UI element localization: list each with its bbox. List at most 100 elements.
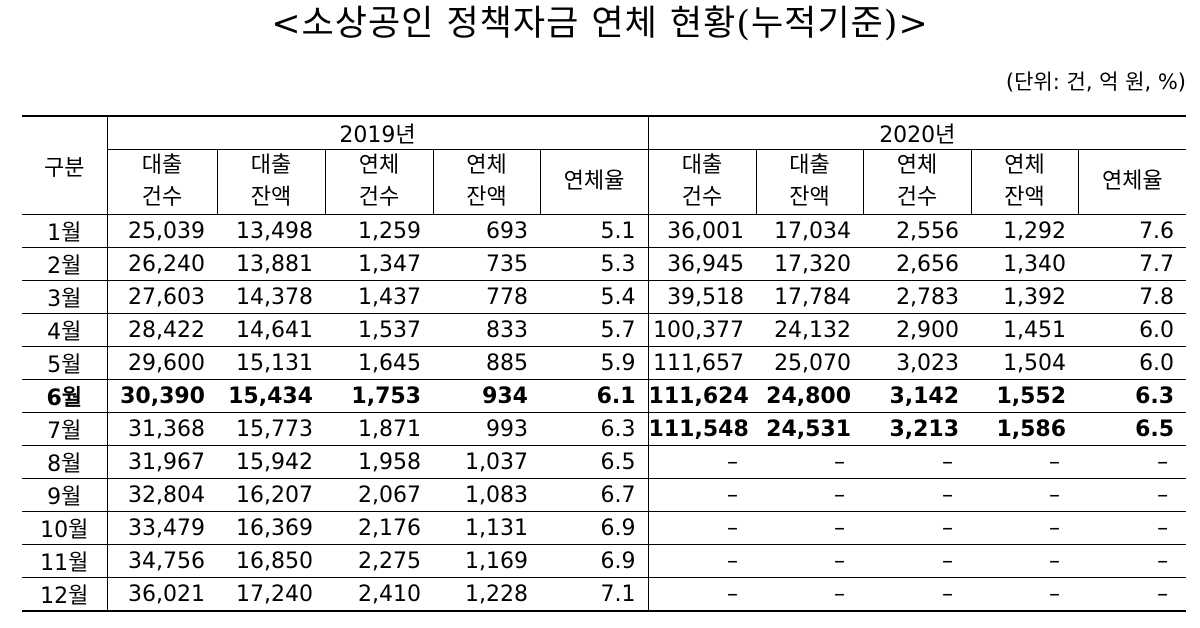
value-cell: 5.3 xyxy=(540,247,649,281)
value-cell: 25,070 xyxy=(756,346,864,380)
column-header-line: 잔액 xyxy=(250,185,292,210)
value-cell: – xyxy=(863,445,972,479)
column-header-line: 건수 xyxy=(141,185,183,210)
value-cell: 31,368 xyxy=(107,412,217,446)
value-cell: 5.9 xyxy=(540,346,649,380)
value-cell: 1,347 xyxy=(325,247,433,281)
table-row: 12월 36,021 17,240 2,410 1,228 7.1– – – – – xyxy=(22,577,1187,612)
value-cell: – xyxy=(647,445,757,479)
value-cell: 6.9 xyxy=(540,544,649,578)
value-cell: 14,378 xyxy=(217,280,325,314)
value-cell: – xyxy=(647,577,757,612)
value-cell: – xyxy=(971,511,1079,545)
value-cell: 1,131 xyxy=(433,511,540,545)
month-cell: 2월 xyxy=(22,247,108,281)
value-cell: – xyxy=(647,544,757,578)
value-cell: 33,479 xyxy=(107,511,217,545)
value-cell: 1,259 xyxy=(325,214,433,248)
value-cell: – xyxy=(756,544,864,578)
value-cell: 17,240 xyxy=(217,577,325,612)
value-cell: 24,800 xyxy=(756,379,864,413)
value-cell: 7.7 xyxy=(1078,247,1187,281)
column-header-2020-4: 연체율 xyxy=(1077,149,1187,215)
column-header-2019-3: 연체 잔액 xyxy=(432,149,540,215)
value-cell: 29,600 xyxy=(107,346,217,380)
column-header-line: 잔액 xyxy=(466,185,507,210)
value-cell: 1,958 xyxy=(325,445,433,479)
month-cell: 10월 xyxy=(22,511,108,545)
value-cell: 885 xyxy=(433,346,540,380)
value-cell: 693 xyxy=(433,214,540,248)
value-cell: – xyxy=(647,478,757,512)
page-title: <소상공인 정책자금 연체 현황(누적기준)> xyxy=(271,4,929,44)
value-cell: 2,275 xyxy=(325,544,433,578)
value-cell: 1,392 xyxy=(971,280,1079,314)
column-header-2020-1: 대출 잔액 xyxy=(755,149,864,215)
table-row: 2월 26,240 13,881 1,347 735 5.3 36,945 17,320 2,6… xyxy=(22,247,1187,281)
value-cell: 15,773 xyxy=(217,412,325,446)
month-cell: 4월 xyxy=(22,313,108,347)
value-cell: 993 xyxy=(433,412,540,446)
value-cell: 7.8 xyxy=(1078,280,1187,314)
value-cell: 2,783 xyxy=(863,280,972,314)
value-cell: 36,021 xyxy=(107,577,217,612)
value-cell: 24,531 xyxy=(756,412,864,446)
value-cell: 1,753 xyxy=(325,379,433,413)
month-cell: 5월 xyxy=(22,346,108,380)
table-row: 8월 31,967 15,942 1,958 1,037 6.5– – – – – xyxy=(22,445,1187,479)
value-cell: 1,083 xyxy=(433,478,540,512)
month-cell: 1월 xyxy=(22,214,108,248)
value-cell: 1,586 xyxy=(971,412,1079,446)
value-cell: 15,942 xyxy=(217,445,325,479)
month-cell: 12월 xyxy=(22,577,108,612)
value-cell: 15,131 xyxy=(217,346,325,380)
table-row: 3월 27,603 14,378 1,437 778 5.4 39,518 17,784 2,7… xyxy=(22,280,1187,314)
value-cell: – xyxy=(971,544,1079,578)
value-cell: – xyxy=(756,445,864,479)
column-header-2020-0: 대출 건수 xyxy=(647,149,757,215)
column-header-line: 대출 xyxy=(681,153,723,178)
value-cell: 3,023 xyxy=(863,346,972,380)
table-row: 5월 29,600 15,131 1,645 885 5.9 111,657 25,070 3,… xyxy=(22,346,1187,380)
value-cell: 2,067 xyxy=(325,478,433,512)
value-cell: – xyxy=(1078,577,1187,612)
value-cell: 6.9 xyxy=(540,511,649,545)
value-cell: 6.0 xyxy=(1078,313,1187,347)
value-cell: – xyxy=(863,511,972,545)
value-cell: – xyxy=(971,445,1079,479)
value-cell: 2,410 xyxy=(325,577,433,612)
column-header-2019-2: 연체 건수 xyxy=(324,149,433,215)
value-cell: 27,603 xyxy=(107,280,217,314)
table-row: 4월 28,422 14,641 1,537 833 5.7 100,377 24,132 2,… xyxy=(22,313,1187,347)
value-cell: 13,498 xyxy=(217,214,325,248)
value-cell: 26,240 xyxy=(107,247,217,281)
column-header-2019-4: 연체율 xyxy=(539,149,649,215)
table-row: 9월 32,804 16,207 2,067 1,083 6.7– – – – – xyxy=(22,478,1187,512)
value-cell: 3,213 xyxy=(863,412,972,446)
column-header-line: 잔액 xyxy=(789,185,830,210)
column-header-line: 대출 xyxy=(250,153,292,178)
value-cell: – xyxy=(863,577,972,612)
value-cell: 16,369 xyxy=(217,511,325,545)
value-cell: – xyxy=(971,577,1079,612)
value-cell: 6.7 xyxy=(540,478,649,512)
value-cell: 6.1 xyxy=(540,379,649,413)
column-header-line: 대출 xyxy=(141,153,183,178)
month-cell: 3월 xyxy=(22,280,108,314)
column-header-line: 건수 xyxy=(896,185,938,210)
row-header-gubun: 구분 xyxy=(22,115,108,215)
month-cell: 9월 xyxy=(22,478,108,512)
value-cell: 1,437 xyxy=(325,280,433,314)
value-cell: 13,881 xyxy=(217,247,325,281)
value-cell: 1,451 xyxy=(971,313,1079,347)
value-cell: 36,001 xyxy=(647,214,757,248)
value-cell: 14,641 xyxy=(217,313,325,347)
year-header-2020: 2020년 xyxy=(647,115,1187,150)
column-header-line: 건수 xyxy=(358,185,400,210)
value-cell: 1,871 xyxy=(325,412,433,446)
column-header-2020-2: 연체 건수 xyxy=(862,149,972,215)
value-cell: 16,207 xyxy=(217,478,325,512)
value-cell: 111,657 xyxy=(647,346,757,380)
value-cell: 24,132 xyxy=(756,313,864,347)
